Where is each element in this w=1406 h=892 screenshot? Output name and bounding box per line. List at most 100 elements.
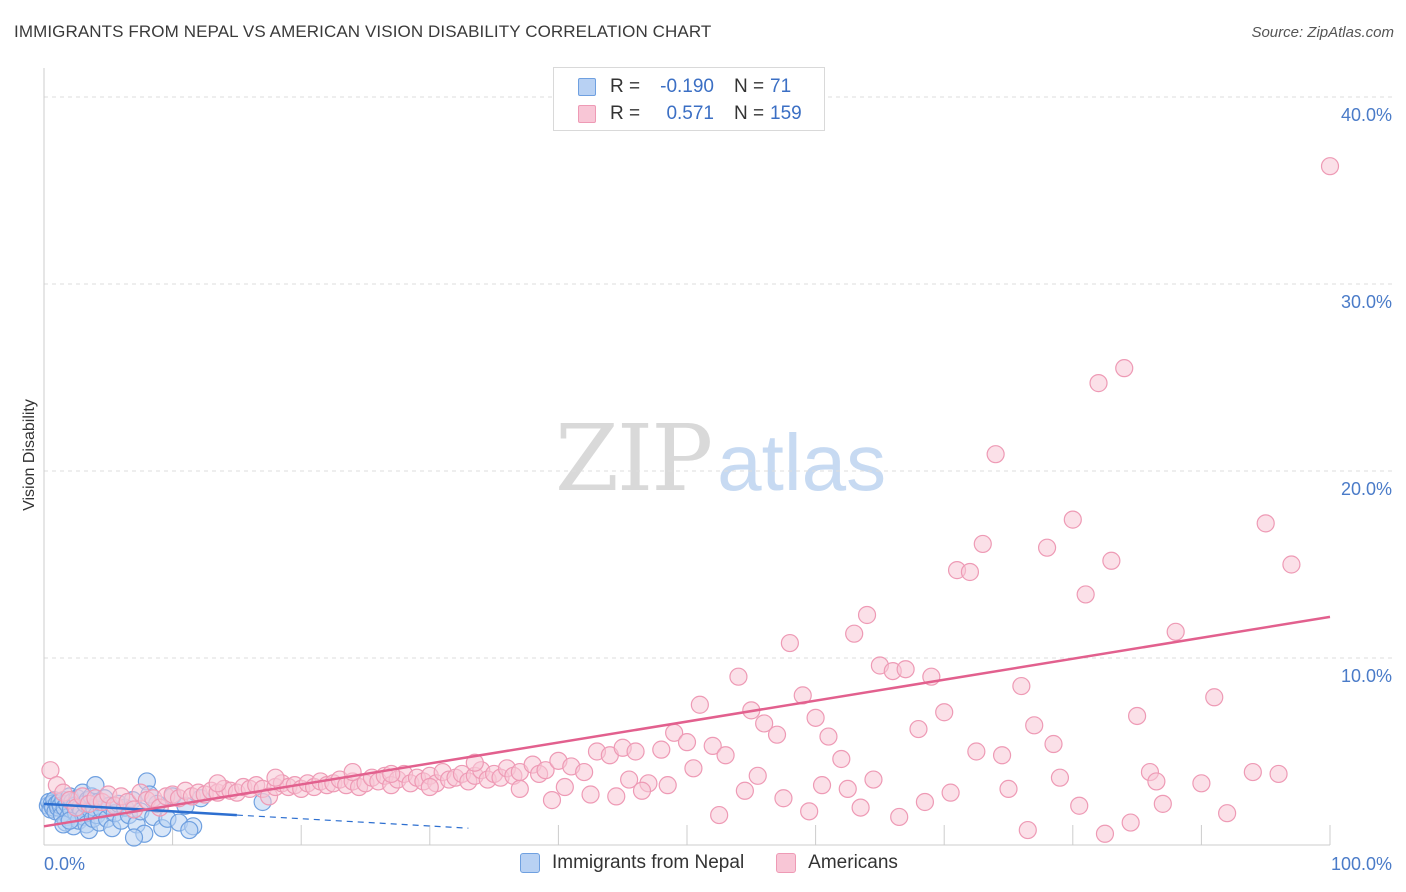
legend-n-value: 71 — [770, 76, 792, 97]
point-americans-125 — [1153, 794, 1172, 813]
point-americans-95 — [767, 725, 787, 744]
point-americans-141 — [607, 787, 626, 806]
point-americans-163 — [812, 776, 832, 795]
point-americans-91 — [716, 746, 735, 765]
legend-n-label: N = — [734, 76, 765, 97]
legend-item-americans[interactable]: Americans — [776, 852, 898, 874]
watermark: ZIPatlas — [555, 405, 886, 512]
point-americans-94 — [755, 714, 774, 733]
point-americans-147 — [851, 798, 870, 817]
point-nepal-66 — [124, 828, 144, 847]
grid-lines — [44, 96, 1392, 659]
point-americans-151 — [992, 746, 1012, 765]
point-americans-119 — [1076, 585, 1095, 604]
legend-r-value: 0.571 — [666, 103, 714, 124]
legend-row-nepal: R = -0.190 N = 71 — [578, 75, 791, 99]
point-americans-145 — [774, 789, 793, 808]
legend-swatch-blue — [520, 853, 540, 873]
point-americans-84 — [626, 742, 645, 761]
chart-title: IMMIGRANTS FROM NEPAL VS AMERICAN VISION… — [14, 22, 712, 41]
legend-label-americans: Americans — [808, 852, 898, 873]
legend-r-label: R = — [610, 103, 641, 124]
legend-item-nepal[interactable]: Immigrants from Nepal — [520, 852, 744, 874]
x-tick-label-100: 100.0% — [1331, 854, 1392, 874]
series-americans-points — [41, 157, 1340, 843]
series-legend: Immigrants from Nepal Americans — [520, 852, 930, 874]
point-americans-112 — [986, 445, 1005, 464]
legend-row-americans: R = 0.571 N = 159 — [578, 102, 802, 126]
point-americans-76 — [536, 761, 555, 780]
point-americans-148 — [890, 807, 909, 827]
point-americans-160 — [632, 781, 652, 800]
point-americans-155 — [1095, 824, 1115, 843]
legend-swatch-pink — [578, 105, 596, 123]
point-americans-167 — [465, 753, 484, 772]
point-americans-156 — [1121, 813, 1140, 832]
trend-lines — [43, 615, 1331, 829]
point-americans-143 — [710, 805, 729, 825]
point-americans-99 — [819, 727, 838, 746]
point-americans-139 — [510, 779, 529, 799]
point-americans-136 — [266, 768, 285, 787]
point-americans-111 — [973, 534, 992, 554]
point-americans-116 — [1037, 538, 1057, 557]
y-tick-label-20: 20.0% — [1341, 479, 1392, 499]
point-americans-105 — [896, 660, 915, 679]
point-americans-142 — [658, 776, 677, 795]
point-americans-114 — [1012, 676, 1031, 696]
trend-line-nepal-extension — [236, 814, 469, 829]
legend-label-nepal: Immigrants from Nepal — [552, 852, 745, 873]
point-americans-88 — [677, 733, 697, 752]
point-americans-98 — [806, 708, 825, 727]
point-americans-118 — [1063, 510, 1082, 529]
point-americans-152 — [1018, 820, 1037, 840]
point-americans-121 — [1102, 551, 1121, 570]
tick-labels: 10.0% 20.0% 30.0% 40.0% 0.0% 100.0% — [44, 105, 1392, 874]
source-credit: Source: ZipAtlas.com — [1251, 24, 1394, 41]
point-americans-159 — [581, 785, 600, 804]
point-americans-123 — [1127, 706, 1147, 726]
point-americans-133 — [1282, 555, 1301, 574]
y-axis-label: Vision Disability — [21, 399, 38, 511]
watermark-zip: ZIP — [555, 405, 713, 512]
point-americans-126 — [1166, 622, 1185, 641]
point-americans-164 — [838, 779, 857, 799]
point-americans-117 — [1050, 768, 1070, 787]
point-americans-132 — [1269, 764, 1288, 784]
point-americans-120 — [1089, 374, 1108, 393]
point-americans-130 — [1243, 762, 1262, 782]
point-americans-127 — [1192, 774, 1211, 793]
legend-swatch-blue — [578, 78, 596, 96]
point-americans-96 — [780, 633, 799, 653]
legend-swatch-pink — [776, 853, 797, 873]
axes — [43, 68, 1331, 846]
point-americans-134 — [1320, 157, 1340, 176]
point-americans-79 — [575, 762, 594, 782]
point-americans-154 — [1070, 796, 1089, 815]
point-americans-110 — [960, 562, 980, 582]
point-americans-90 — [703, 736, 722, 755]
y-tick-label-10: 10.0% — [1341, 666, 1392, 686]
point-americans-129 — [1218, 804, 1237, 823]
point-americans-0 — [41, 761, 60, 780]
point-americans-135 — [208, 774, 227, 793]
point-americans-89 — [690, 695, 709, 714]
point-americans-153 — [1044, 734, 1063, 754]
point-americans-162 — [748, 766, 767, 785]
point-americans-122 — [1115, 359, 1134, 378]
point-americans-138 — [420, 777, 439, 797]
point-americans-157 — [1147, 772, 1166, 791]
point-americans-115 — [1025, 716, 1044, 735]
point-americans-165 — [864, 770, 883, 789]
point-americans-166 — [941, 783, 960, 802]
legend-n-value: 159 — [770, 103, 802, 124]
x-tick-label-0: 0.0% — [44, 854, 85, 874]
y-tick-label-30: 30.0% — [1341, 292, 1392, 312]
legend-r-label: R = — [610, 76, 641, 97]
point-americans-102 — [857, 605, 877, 625]
stats-legend: R = -0.190 N = 71 R = 0.571 N = 159 — [553, 67, 825, 131]
point-americans-131 — [1256, 514, 1275, 533]
point-americans-149 — [915, 792, 935, 812]
point-americans-146 — [800, 802, 819, 821]
point-nepal-69 — [180, 820, 199, 840]
